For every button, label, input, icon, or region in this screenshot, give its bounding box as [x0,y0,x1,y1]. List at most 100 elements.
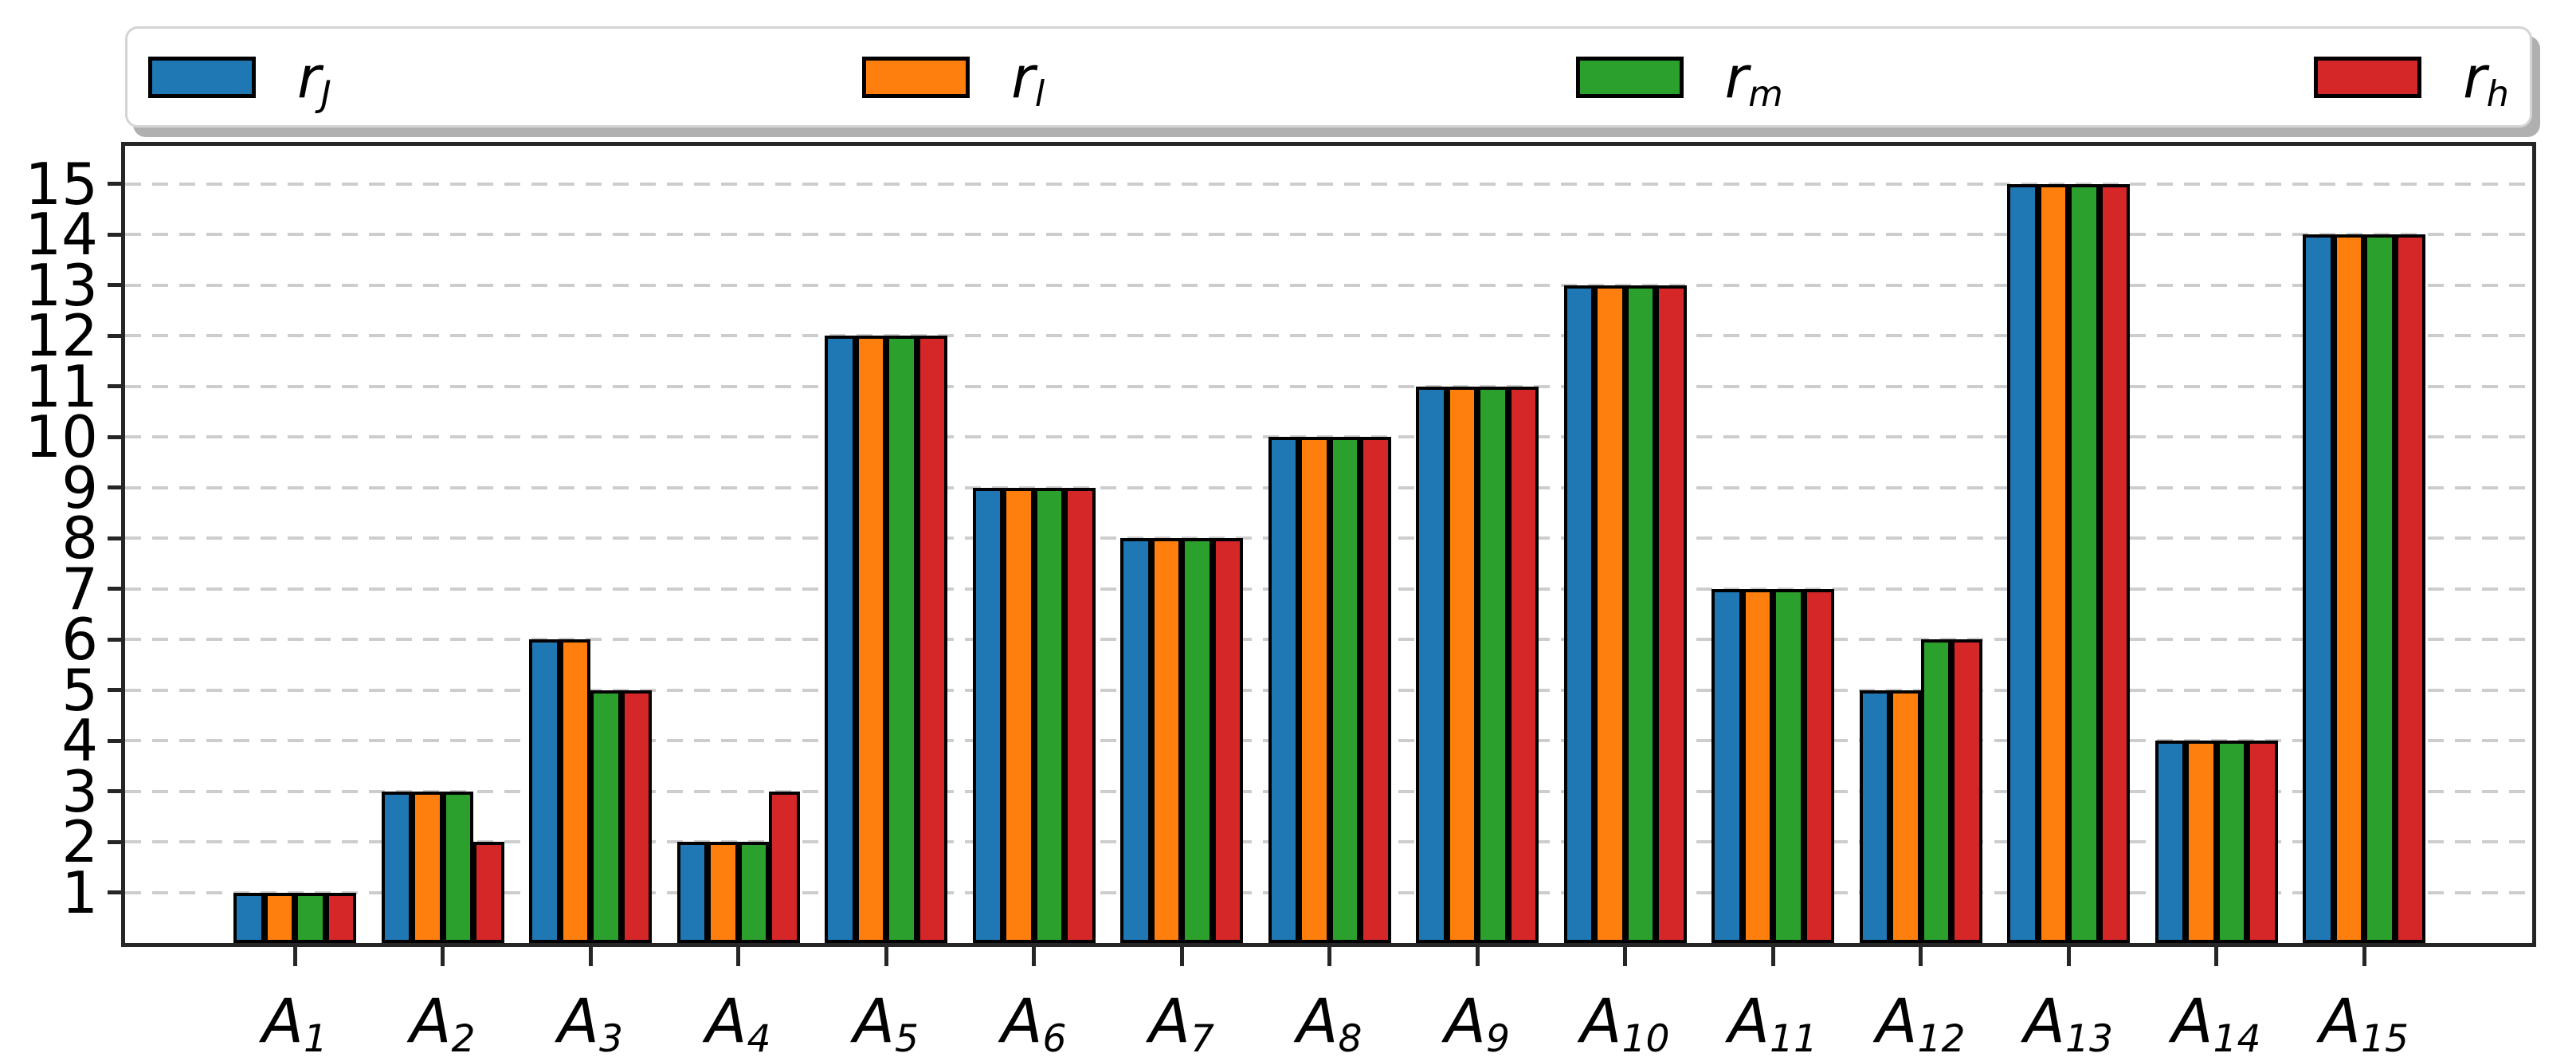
x-tick-label-A_6: A6 [1001,985,1067,1061]
legend-swatch-r_h [2314,56,2422,98]
x-tick-mark-A_13 [2066,947,2071,966]
bar-A_1-r_J [233,892,265,943]
y-tick-mark-3 [108,789,125,794]
y-tick-mark-8 [108,536,125,540]
y-tick-mark-7 [108,587,125,591]
bar-A_14-r_l [2186,741,2217,943]
legend-entry-r_h: rh [2314,43,2509,115]
bar-A_12-r_m [1920,639,1951,943]
bar-A_8-r_l [1299,437,1330,943]
x-tick-label-A_7: A7 [1149,985,1214,1061]
x-tick-mark-A_5 [884,947,888,966]
legend-entry-r_m: rm [1575,43,1783,115]
bar-A_7-r_m [1182,538,1213,943]
x-tick-label-A_8: A8 [1296,985,1362,1061]
bar-A_12-r_l [1890,690,1921,943]
bar-A_2-r_m [442,791,473,943]
bar-A_4-r_m [738,842,769,943]
bar-A_8-r_h [1360,437,1391,943]
bar-A_13-r_J [2007,183,2038,943]
bar-A_9-r_m [1477,386,1508,943]
x-tick-label-A_10: A10 [1580,985,1670,1061]
y-tick-mark-14 [108,232,125,237]
x-tick-label-A_4: A4 [705,985,771,1061]
y-tick-mark-2 [108,839,125,844]
gridline-y-13 [125,283,2532,287]
bar-A_6-r_h [1065,487,1096,943]
y-tick-label-3: 3 [61,757,98,825]
bar-A_14-r_m [2216,741,2247,943]
gridline-y-10 [125,435,2532,439]
y-tick-label-13: 13 [25,251,98,319]
legend-entry-r_l: rl [862,43,1045,115]
x-tick-mark-A_2 [441,947,445,966]
x-tick-mark-A_8 [1327,947,1331,966]
y-tick-label-5: 5 [61,656,98,724]
bar-A_2-r_h [473,842,504,943]
bar-A_13-r_h [2099,183,2130,943]
legend-entry-r_J: rJ [148,49,331,112]
y-tick-label-7: 7 [61,555,98,623]
x-tick-label-A_5: A5 [853,985,919,1061]
bar-A_3-r_J [529,639,560,943]
bar-A_7-r_l [1151,538,1182,943]
x-tick-mark-A_11 [1770,947,1775,966]
bar-A_2-r_J [381,791,412,943]
bar-A_12-r_h [1951,639,1982,943]
y-tick-mark-1 [108,890,125,894]
bar-A_5-r_J [825,336,856,943]
bar-A_4-r_l [708,842,739,943]
y-tick-mark-9 [108,485,125,490]
gridline-y-14 [125,233,2532,237]
x-tick-label-A_13: A13 [2024,985,2113,1061]
bar-A_1-r_h [325,892,356,943]
x-tick-label-A_11: A11 [1728,985,1817,1061]
bar-A_3-r_l [559,639,590,943]
bar-A_15-r_J [2303,234,2334,943]
bar-A_11-r_h [1803,588,1834,943]
x-tick-mark-A_4 [736,947,740,966]
y-tick-mark-13 [108,283,125,288]
y-tick-label-1: 1 [61,859,98,926]
bar-A_14-r_J [2155,741,2186,943]
bar-A_15-r_h [2394,234,2425,943]
x-tick-label-A_9: A9 [1445,985,1510,1061]
gridline-y-15 [125,182,2532,186]
y-tick-mark-4 [108,738,125,743]
y-tick-label-4: 4 [61,707,98,775]
bar-A_8-r_J [1268,437,1299,943]
legend-label-r_h: rh [2463,43,2509,115]
bar-A_6-r_J [972,487,1003,943]
bar-A_8-r_m [1329,437,1360,943]
x-tick-label-A_2: A2 [410,985,476,1061]
bar-A_12-r_J [1859,690,1890,943]
x-tick-mark-A_14 [2214,947,2218,966]
bar-A_10-r_l [1594,285,1625,943]
y-tick-label-2: 2 [61,808,98,876]
legend-label-r_m: rm [1724,43,1783,115]
bar-A_5-r_m [886,336,917,943]
y-tick-mark-11 [108,384,125,389]
bar-A_13-r_m [2068,183,2100,943]
x-tick-label-A_12: A12 [1876,985,1966,1061]
bar-A_9-r_J [1416,386,1447,943]
x-tick-mark-A_6 [1032,947,1036,966]
bar-A_4-r_h [769,791,800,943]
bar-A_3-r_m [590,690,621,943]
y-tick-label-11: 11 [25,352,98,420]
legend-swatch-r_J [148,56,256,98]
bar-A_15-r_l [2333,234,2364,943]
y-tick-label-10: 10 [25,403,98,471]
bar-A_3-r_h [621,690,652,943]
legend-label-r_l: rl [1011,43,1045,115]
x-tick-mark-A_9 [1475,947,1480,966]
y-tick-mark-15 [108,182,125,187]
bar-A_6-r_l [1003,487,1034,943]
chart-legend: rJ rl rm rh [125,26,2532,128]
bar-A_10-r_J [1563,285,1594,943]
y-tick-label-9: 9 [61,454,98,521]
bar-A_13-r_l [2037,183,2068,943]
bar-A_7-r_J [1120,538,1151,943]
y-tick-label-12: 12 [25,302,98,370]
